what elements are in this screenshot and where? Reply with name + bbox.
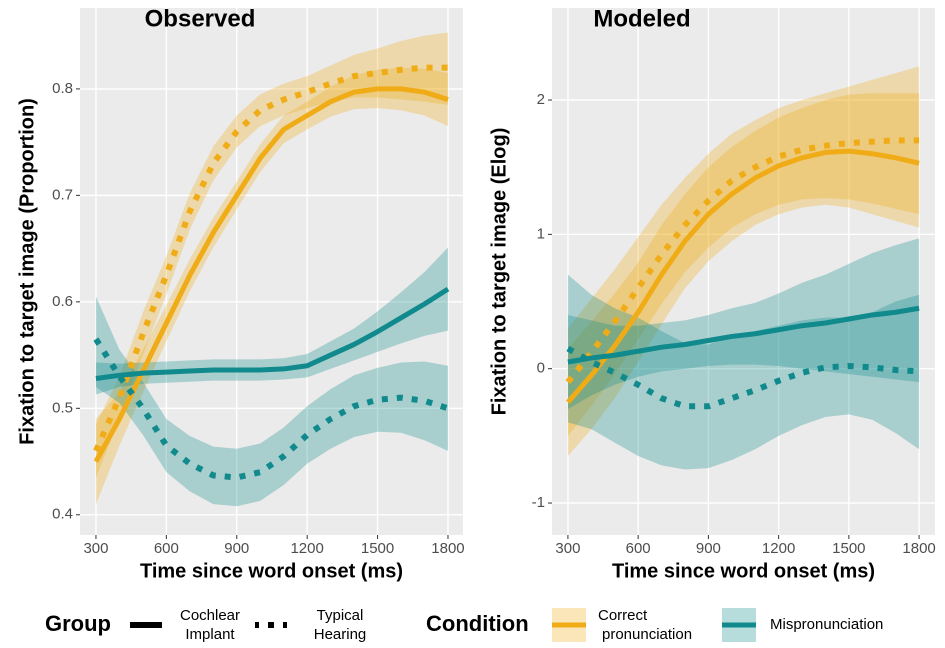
y-tick-label: 0.5 [52,399,73,416]
legend-label: Mispronunciation [770,616,883,633]
ribbon [95,296,448,507]
x-tick-label: 600 [154,540,179,557]
line [566,345,920,410]
ribbon [95,247,448,395]
y-axis-label: Fixation to target image (Elog) [488,128,510,416]
legend-label: Cochlear [180,607,240,624]
line [93,86,449,463]
y-tick-label: 0.8 [52,80,73,97]
plot-background [80,8,463,535]
x-axis-label: Time since word onset (ms) [612,560,875,582]
x-tick-label: 1200 [762,540,795,557]
legend-title: Condition [426,611,529,636]
ribbon [95,32,448,478]
line [566,148,920,404]
ribbon [95,67,448,505]
panel: 300 600 900 1200 1500 1800 -1 0 1 2 Modeled Time si… [488,5,935,582]
x-tick-label: 1800 [431,540,464,557]
x-tick-label: 300 [555,540,580,557]
x-tick-label: 900 [696,540,721,557]
chart-title: Modeled [593,5,690,32]
chart-title: Observed [145,5,256,32]
x-tick-label: 900 [224,540,249,557]
x-tick-label: 600 [626,540,651,557]
line [567,305,920,365]
legend-label: Implant [185,626,235,643]
x-tick-label: 300 [83,540,108,557]
x-tick-label: 1200 [290,540,323,557]
y-tick-label: 0.7 [52,186,73,203]
y-tick-label: 0.6 [52,293,73,310]
plot-background [552,8,935,535]
ribbon [567,238,920,409]
line [93,337,449,481]
legend-label: pronunciation [602,626,692,643]
x-tick-label: 1800 [902,540,935,557]
legend: Group Cochlear Implant Typical Hearing Condit… [45,607,883,643]
y-tick-label: 2 [537,91,545,108]
y-tick-label: -1 [532,494,545,511]
line [93,64,448,453]
y-tick-label: 0 [537,360,545,377]
panel: 300 600 900 1200 1500 1800 0.4 0.5 0.6 0.7 0.8 Obse… [16,5,464,582]
y-tick-label: 0.4 [52,506,73,523]
x-axis-label: Time since word onset (ms) [140,560,403,582]
y-axis-label: Fixation to target image (Proportion) [16,98,38,445]
legend-label: Typical [317,607,364,624]
x-tick-label: 1500 [361,540,394,557]
ribbon [567,66,920,436]
ribbon [567,93,920,457]
y-tick-label: 1 [537,225,545,242]
legend-label: Hearing [314,626,367,643]
legend-title: Group [45,611,111,636]
line [565,137,920,384]
line [95,286,450,381]
legend-label: Correct [598,607,648,624]
x-tick-label: 1500 [832,540,865,557]
